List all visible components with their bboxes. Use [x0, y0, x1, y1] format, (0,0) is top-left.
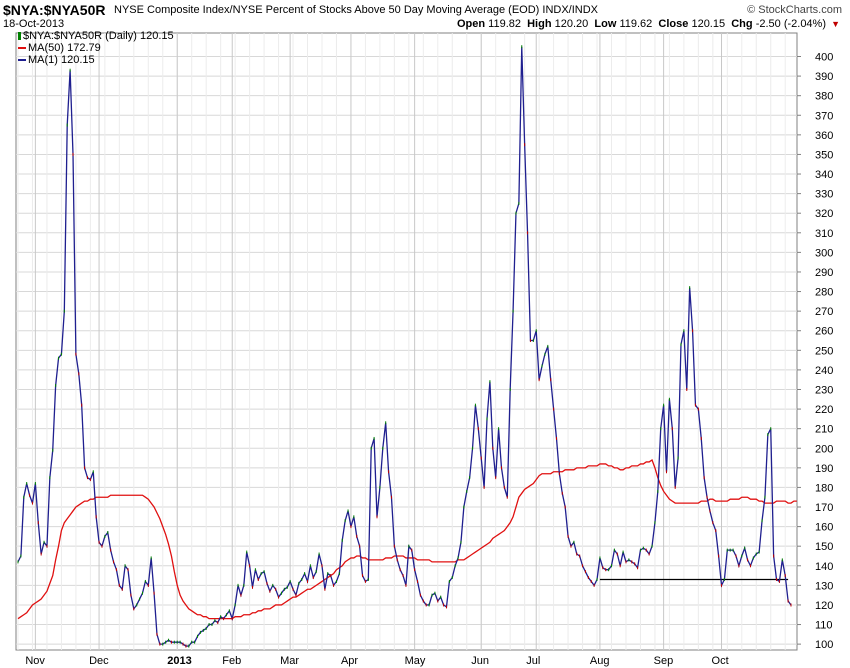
y-tick-label: 380 [815, 91, 833, 103]
y-tick-label: 170 [815, 502, 833, 514]
close-label: Close [658, 18, 689, 30]
legend-main: $NYA:$NYA50R (Daily) 120.15 [18, 30, 174, 42]
open-label: Open [456, 18, 486, 30]
x-tick-label: Dec [89, 655, 109, 667]
y-tick-label: 270 [815, 306, 833, 318]
chart-date: 18-Oct-2013 [3, 18, 65, 30]
y-tick-label: 400 [815, 52, 833, 64]
x-tick-label: Oct [712, 655, 729, 667]
y-tick-label: 310 [815, 228, 833, 240]
y-tick-label: 110 [815, 620, 833, 632]
y-tick-label: 300 [815, 247, 833, 259]
chg-label: Chg [731, 18, 753, 30]
y-tick-label: 360 [815, 130, 833, 142]
high-label: High [527, 18, 552, 30]
y-tick-label: 130 [815, 580, 833, 592]
y-tick-label: 260 [815, 326, 833, 338]
y-tick-label: 150 [815, 541, 833, 553]
y-tick-label: 370 [815, 110, 833, 122]
plot-area [15, 32, 798, 651]
y-tick-label: 120 [815, 600, 833, 612]
y-tick-label: 210 [815, 424, 833, 436]
x-tick-label: Apr [341, 655, 358, 667]
chart-legend: $NYA:$NYA50R (Daily) 120.15 MA(50) 172.7… [18, 30, 174, 66]
y-tick-label: 390 [815, 71, 833, 83]
x-tick-label: Jul [526, 655, 540, 667]
y-tick-label: 100 [815, 639, 833, 651]
x-tick-label: Aug [590, 655, 610, 667]
y-tick-label: 280 [815, 287, 833, 299]
x-tick-label: Feb [222, 655, 241, 667]
x-tick-label: Jun [471, 655, 489, 667]
x-tick-label: Nov [25, 655, 45, 667]
y-tick-label: 240 [815, 365, 833, 377]
symbol-title: $NYA:$NYA50R [3, 2, 106, 18]
y-tick-label: 350 [815, 149, 833, 161]
y-tick-label: 330 [815, 189, 833, 201]
ohlc-readout: Open 119.82 High 120.20 Low 119.62 Close… [457, 18, 826, 30]
price-line [17, 46, 792, 647]
y-tick-label: 160 [815, 522, 833, 534]
open-value: 119.82 [488, 18, 521, 30]
y-tick-label: 290 [815, 267, 833, 279]
down-triangle-icon: ▼ [831, 19, 840, 29]
y-tick-label: 220 [815, 404, 833, 416]
x-tick-label: 2013 [167, 655, 191, 667]
y-tick-label: 140 [815, 561, 833, 573]
y-tick-label: 250 [815, 345, 833, 357]
y-tick-label: 320 [815, 208, 833, 220]
y-tick-label: 340 [815, 169, 833, 181]
y-tick-label: 230 [815, 384, 833, 396]
low-label: Low [594, 18, 617, 30]
y-tick-label: 200 [815, 443, 833, 455]
legend-ma1: MA(1) 120.15 [18, 54, 174, 66]
stockcharts-logo[interactable]: © StockCharts.com [747, 4, 842, 16]
high-value: 120.20 [554, 18, 589, 30]
y-tick-label: 190 [815, 463, 833, 475]
close-value: 120.15 [691, 18, 726, 30]
x-tick-label: Sep [654, 655, 674, 667]
chart-description: NYSE Composite Index/NYSE Percent of Sto… [114, 4, 599, 16]
low-value: 119.62 [619, 18, 653, 30]
legend-ma50: MA(50) 172.79 [18, 42, 174, 54]
x-tick-label: Mar [280, 655, 299, 667]
chg-value: -2.50 (-2.04%) [755, 18, 826, 30]
x-tick-label: May [405, 655, 426, 667]
y-tick-label: 180 [815, 482, 833, 494]
